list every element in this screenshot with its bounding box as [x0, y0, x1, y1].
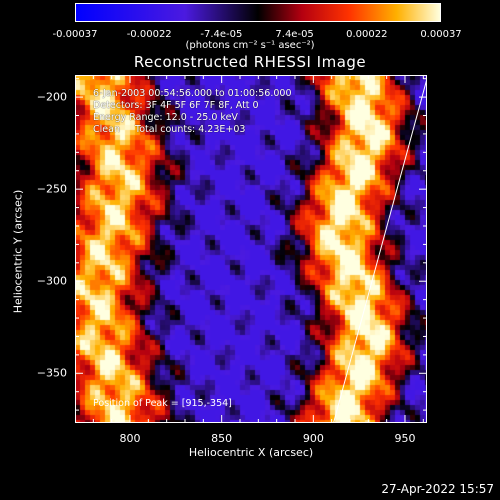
x-tick-label: 850	[211, 432, 233, 445]
x-axis-label: Heliocentric X (arcsec)	[188, 446, 314, 459]
colorbar-tick-label: 7.4e-05	[275, 29, 314, 40]
plot-frame	[75, 75, 427, 423]
colorbar-gradient	[75, 3, 441, 22]
info-total-counts: Clean Total counts: 4.23E+03	[93, 124, 246, 135]
solar-limb-line	[333, 78, 427, 423]
plot-border	[75, 75, 427, 423]
y-tick-label: −350	[36, 366, 67, 380]
y-tick-label: −200	[36, 90, 67, 104]
timestamp: 27-Apr-2022 15:57	[381, 482, 494, 496]
info-detectors: Detectors: 3F 4F 5F 6F 7F 8F, Att 0	[93, 100, 259, 111]
info-energy-range: Energy Range: 12.0 - 25.0 keV	[93, 112, 238, 123]
colorbar-tick-label: 0.00022	[346, 29, 388, 40]
colorbar-tick-label: 0.00037	[420, 29, 462, 40]
observation-info: 6-Jan-2003 00:54:56.000 to 01:00:56.000 …	[93, 88, 291, 136]
colorbar-units: (photons cm⁻² s⁻¹ asec⁻²)	[185, 40, 315, 51]
peak-position-label: Position of Peak = [915,-354]	[93, 398, 232, 409]
colorbar-tick-label: -0.00022	[126, 29, 172, 40]
y-axis-label: Heliocentric Y (arcsec)	[11, 189, 25, 314]
x-tick-label: 800	[119, 432, 141, 445]
y-tick-label: −250	[36, 182, 67, 196]
y-tick-label: −300	[36, 274, 67, 288]
colorbar-tick-label: -0.00037	[52, 29, 98, 40]
x-tick-label: 950	[394, 432, 416, 445]
colorbar-tick-label: -7.4e-05	[200, 29, 243, 40]
chart-title: Reconstructed RHESSI Image	[133, 53, 367, 71]
plot-area	[75, 75, 427, 423]
colorbar	[75, 3, 441, 22]
heatmap-image	[75, 75, 427, 423]
x-tick-label: 900	[302, 432, 324, 445]
info-time-range: 6-Jan-2003 00:54:56.000 to 01:00:56.000	[93, 88, 292, 99]
